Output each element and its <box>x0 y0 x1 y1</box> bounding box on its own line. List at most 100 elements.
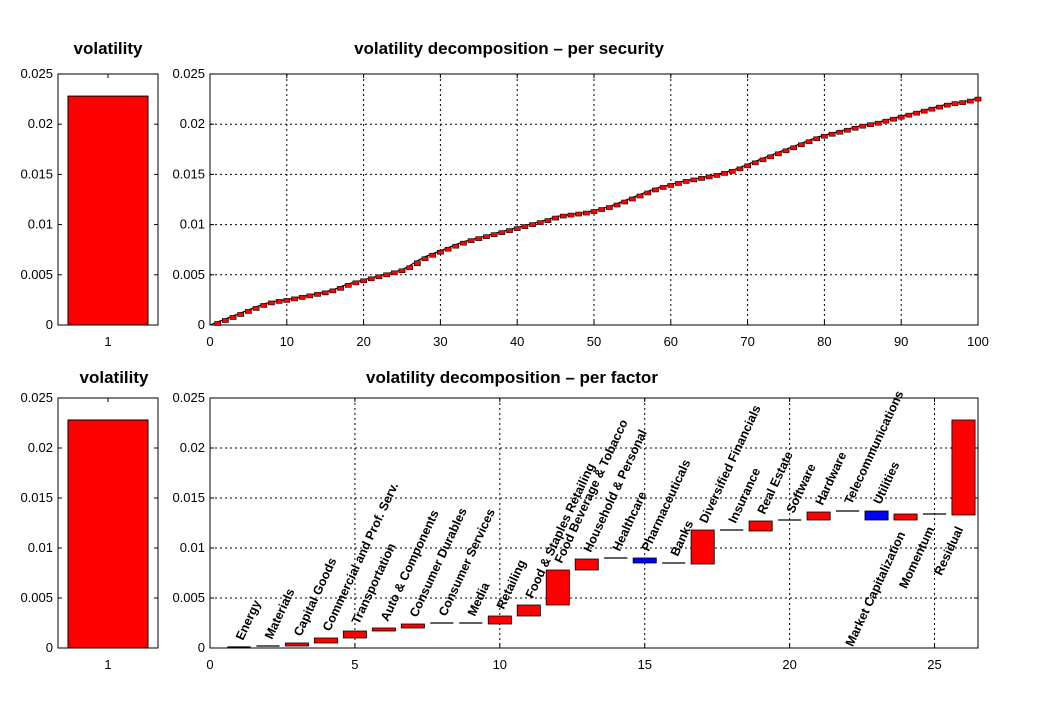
factor-contribution-bar <box>516 604 541 617</box>
security-contribution-bar <box>513 226 521 231</box>
x-tick-label: 80 <box>817 334 831 349</box>
security-contribution-bar <box>506 228 513 233</box>
security-contribution-bar <box>490 232 498 237</box>
x-tick-label: 90 <box>894 334 908 349</box>
security-contribution-bar <box>629 196 636 202</box>
x-tick-label: 50 <box>587 334 601 349</box>
security-contribution-bar <box>329 288 337 294</box>
security-contribution-bar <box>375 274 383 280</box>
security-contribution-bar <box>905 112 913 118</box>
chart-title: volatility <box>80 368 150 387</box>
security-contribution-bar <box>406 265 414 271</box>
factor-contribution-bar <box>893 513 918 521</box>
security-contribution-bar <box>767 154 775 160</box>
x-tick-label: 1 <box>104 334 111 349</box>
security-contribution-bar <box>613 202 621 208</box>
security-contribution-bar <box>675 181 682 186</box>
security-contribution-bar <box>744 163 751 169</box>
security-contribution-bar <box>421 256 429 262</box>
security-contribution-bar <box>306 293 314 299</box>
security-contribution-bar <box>229 315 237 320</box>
security-contribution-bar <box>774 151 782 157</box>
security-contribution-bar <box>452 243 460 249</box>
security-contribution-bar <box>867 122 874 128</box>
x-tick-label: 15 <box>637 657 651 672</box>
security-contribution-bar <box>398 268 406 274</box>
x-tick-label: 20 <box>782 657 796 672</box>
y-tick-label: 0.02 <box>28 440 53 455</box>
security-contribution-bar <box>475 236 483 241</box>
security-contribution-bar <box>429 252 437 258</box>
y-tick-label: 0.025 <box>20 390 53 405</box>
security-contribution-bar <box>352 280 360 286</box>
security-contribution-bar <box>283 298 291 303</box>
security-contribution-bar <box>559 213 567 219</box>
security-contribution-bar <box>928 106 936 112</box>
security-contribution-bar <box>705 174 713 180</box>
factor-contribution-bar <box>487 615 512 625</box>
security-contribution-bar <box>413 260 421 267</box>
security-contribution-bar <box>575 211 583 217</box>
security-contribution-bar <box>813 136 821 142</box>
panel-volatility-top: volatility 0 0.005 0.01 0.015 0.02 0.025 1 <box>20 39 159 349</box>
security-contribution-bar <box>782 148 790 154</box>
security-contribution-bar <box>237 312 245 317</box>
security-contribution-bar <box>590 209 598 214</box>
security-contribution-bar <box>252 306 260 311</box>
y-tick-label: 0.015 <box>20 166 53 181</box>
security-contribution-bar <box>667 183 675 188</box>
security-contribution-bar <box>344 283 352 288</box>
security-contribution-bar <box>728 169 736 174</box>
factor-contribution-bar <box>864 510 889 521</box>
x-tick-label: 60 <box>664 334 678 349</box>
x-tick-label: 10 <box>280 334 294 349</box>
y-tick-label: 0.02 <box>28 116 53 131</box>
security-contribution-bar <box>291 296 298 302</box>
y-tick-label: 0.01 <box>180 540 205 555</box>
x-tick-label: 10 <box>493 657 507 672</box>
factor-contribution-bar <box>545 569 570 606</box>
security-contribution-bar <box>314 292 321 297</box>
security-contribution-bar <box>920 108 928 114</box>
x-tick-label: 5 <box>351 657 358 672</box>
security-contribution-bar <box>859 123 867 129</box>
security-contribution-bar <box>483 234 490 239</box>
y-tick-label: 0.005 <box>172 590 205 605</box>
security-contribution-bar <box>521 224 529 229</box>
y-tick-label: 0 <box>46 317 53 332</box>
factor-contribution-bar <box>400 623 425 629</box>
security-contribution-bar <box>598 207 606 212</box>
security-contribution-bar <box>690 177 698 183</box>
y-tick-label: 0 <box>198 317 205 332</box>
y-tick-label: 0.015 <box>172 490 205 505</box>
panel-per-factor: volatility decomposition – per factor 00… <box>172 368 979 672</box>
security-contribution-bar <box>713 173 721 178</box>
panel-per-security: volatility decomposition – per security … <box>172 39 988 349</box>
security-contribution-bar <box>460 240 467 246</box>
y-tick-label: 0 <box>198 640 205 655</box>
x-tick-label: 30 <box>433 334 447 349</box>
security-contribution-bar <box>536 220 544 225</box>
security-contribution-bar <box>698 176 705 181</box>
security-contribution-bar <box>544 218 552 223</box>
security-contribution-bar <box>268 300 275 306</box>
x-tick-label: 0 <box>206 657 213 672</box>
security-contribution-bar <box>467 238 475 243</box>
security-contribution-bar <box>245 309 252 314</box>
y-tick-label: 0.025 <box>20 66 53 81</box>
y-tick-label: 0.005 <box>20 267 53 282</box>
factor-contribution-bar <box>371 627 396 632</box>
security-contribution-bar <box>444 246 452 252</box>
x-tick-label: 70 <box>740 334 754 349</box>
y-tick-label: 0.01 <box>28 540 53 555</box>
y-tick-label: 0.02 <box>180 116 205 131</box>
security-contribution-bar <box>275 299 283 304</box>
volatility-bar <box>67 95 149 326</box>
security-contribution-bar <box>214 321 222 326</box>
security-contribution-bar <box>736 166 744 172</box>
security-contribution-bar <box>821 133 828 139</box>
x-tick-label: 25 <box>927 657 941 672</box>
security-contribution-bar <box>966 98 974 104</box>
security-contribution-bar <box>552 215 559 221</box>
